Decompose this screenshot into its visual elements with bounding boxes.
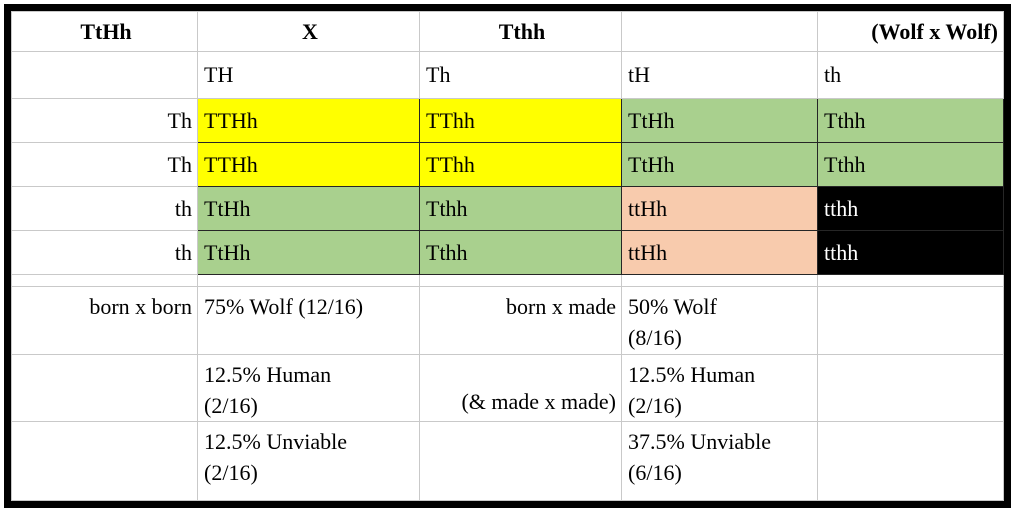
- cross1-human-cell[interactable]: 12.5% Human (2/16): [197, 354, 420, 422]
- punnett-cell-r1c1[interactable]: TTHh: [197, 98, 420, 143]
- spacer-cell[interactable]: [197, 274, 420, 287]
- punnett-cell-r2c1[interactable]: TTHh: [197, 142, 420, 187]
- cross-header-row: TtHh X Tthh (Wolf x Wolf): [11, 11, 1004, 52]
- cross2-label-cell[interactable]: born x made: [419, 286, 622, 355]
- punnett-cell-r2c4[interactable]: Tthh: [817, 142, 1004, 187]
- cross-note-cell[interactable]: (Wolf x Wolf): [817, 11, 1004, 52]
- empty-results-cell[interactable]: [11, 354, 198, 422]
- results-row-human: 12.5% Human (2/16) (& made x made) 12.5%…: [11, 354, 1004, 422]
- punnett-cell-r2c3[interactable]: TtHh: [621, 142, 818, 187]
- empty-results-cell[interactable]: [419, 421, 622, 501]
- cross-symbol-cell[interactable]: X: [197, 11, 420, 52]
- punnett-row-1: Th TTHh TThh TtHh Tthh: [11, 98, 1004, 143]
- cross2-unviable-line2: (6/16): [628, 460, 682, 485]
- punnett-cell-r3c2[interactable]: Tthh: [419, 186, 622, 231]
- cross1-unviable-line1: 12.5% Unviable: [204, 429, 347, 454]
- cross1-label-cell[interactable]: born x born: [11, 286, 198, 355]
- punnett-cell-r4c3[interactable]: ttHh: [621, 230, 818, 275]
- gamete-top-cell-1[interactable]: TH: [197, 51, 420, 99]
- empty-header-cell[interactable]: [621, 11, 818, 52]
- spacer-cell[interactable]: [419, 274, 622, 287]
- punnett-cell-r4c4[interactable]: tthh: [817, 230, 1004, 275]
- cross2-human-cell[interactable]: 12.5% Human (2/16): [621, 354, 818, 422]
- spacer-cell[interactable]: [11, 274, 198, 287]
- cross1-wolf-cell[interactable]: 75% Wolf (12/16): [197, 286, 420, 355]
- punnett-square-table: TtHh X Tthh (Wolf x Wolf) TH Th tH th Th…: [11, 11, 1004, 501]
- spacer-cell[interactable]: [817, 274, 1004, 287]
- cross1-unviable-cell[interactable]: 12.5% Unviable (2/16): [197, 421, 420, 501]
- cross2-wolf-cell[interactable]: 50% Wolf (8/16): [621, 286, 818, 355]
- corner-cell[interactable]: [11, 51, 198, 99]
- cross2-human-line1: 12.5% Human: [628, 362, 756, 387]
- punnett-cell-r1c2[interactable]: TThh: [419, 98, 622, 143]
- punnett-cell-r3c1[interactable]: TtHh: [197, 186, 420, 231]
- punnett-cell-r1c3[interactable]: TtHh: [621, 98, 818, 143]
- spacer-row: [11, 274, 1004, 287]
- punnett-cell-r3c4[interactable]: tthh: [817, 186, 1004, 231]
- cross1-human-line2: (2/16): [204, 393, 258, 418]
- parent2-genotype-cell[interactable]: Tthh: [419, 11, 622, 52]
- parent1-genotype-cell[interactable]: TtHh: [11, 11, 198, 52]
- empty-results-cell[interactable]: [817, 421, 1004, 501]
- cross2-label2-cell[interactable]: (& made x made): [419, 354, 622, 422]
- gamete-side-cell-3[interactable]: th: [11, 186, 198, 231]
- gamete-top-cell-4[interactable]: th: [817, 51, 1004, 99]
- top-gametes-row: TH Th tH th: [11, 51, 1004, 99]
- spacer-cell[interactable]: [621, 274, 818, 287]
- gamete-top-cell-3[interactable]: tH: [621, 51, 818, 99]
- cross2-unviable-cell[interactable]: 37.5% Unviable (6/16): [621, 421, 818, 501]
- punnett-cell-r4c2[interactable]: Tthh: [419, 230, 622, 275]
- results-row-wolf: born x born 75% Wolf (12/16) born x made…: [11, 286, 1004, 355]
- cross1-human-line1: 12.5% Human: [204, 362, 332, 387]
- empty-results-cell[interactable]: [817, 286, 1004, 355]
- cross2-human-line2: (2/16): [628, 393, 682, 418]
- gamete-side-cell-2[interactable]: Th: [11, 142, 198, 187]
- punnett-table-frame: TtHh X Tthh (Wolf x Wolf) TH Th tH th Th…: [4, 4, 1011, 508]
- gamete-top-cell-2[interactable]: Th: [419, 51, 622, 99]
- gamete-side-cell-1[interactable]: Th: [11, 98, 198, 143]
- punnett-cell-r3c3[interactable]: ttHh: [621, 186, 818, 231]
- empty-results-cell[interactable]: [817, 354, 1004, 422]
- cross2-wolf-line2: (8/16): [628, 325, 682, 350]
- punnett-row-4: th TtHh Tthh ttHh tthh: [11, 230, 1004, 275]
- gamete-side-cell-4[interactable]: th: [11, 230, 198, 275]
- results-row-unviable: 12.5% Unviable (2/16) 37.5% Unviable (6/…: [11, 421, 1004, 501]
- punnett-cell-r4c1[interactable]: TtHh: [197, 230, 420, 275]
- cross1-unviable-line2: (2/16): [204, 460, 258, 485]
- cross2-wolf-line1: 50% Wolf: [628, 294, 717, 319]
- punnett-cell-r2c2[interactable]: TThh: [419, 142, 622, 187]
- punnett-row-2: Th TTHh TThh TtHh Tthh: [11, 142, 1004, 187]
- punnett-row-3: th TtHh Tthh ttHh tthh: [11, 186, 1004, 231]
- punnett-cell-r1c4[interactable]: Tthh: [817, 98, 1004, 143]
- cross2-unviable-line1: 37.5% Unviable: [628, 429, 771, 454]
- empty-results-cell[interactable]: [11, 421, 198, 501]
